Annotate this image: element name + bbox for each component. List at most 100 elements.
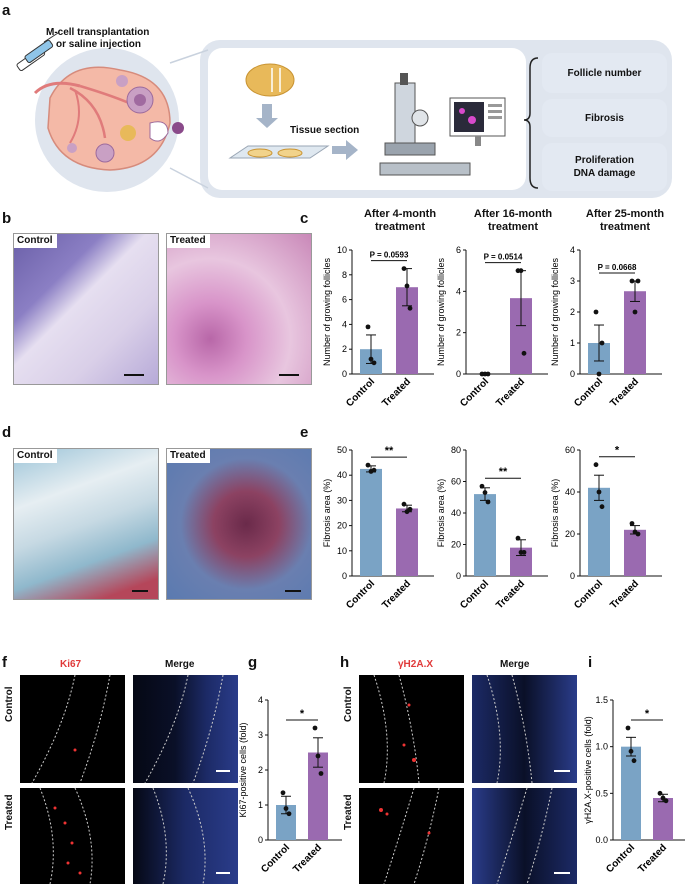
y-axis-label: Number of growing follicles bbox=[436, 257, 446, 366]
y-tick-label: 2 bbox=[258, 765, 263, 775]
syringe-icon bbox=[16, 32, 59, 72]
y-tick-label: 0 bbox=[342, 369, 347, 379]
outcome-label: Follicle number bbox=[567, 67, 642, 79]
data-point bbox=[485, 371, 491, 377]
he-treated-label: Treated bbox=[167, 234, 210, 248]
bar bbox=[396, 287, 418, 374]
merge-header: Merge bbox=[165, 659, 195, 670]
merge-header-h: Merge bbox=[500, 659, 530, 670]
outcome-label: Proliferation bbox=[575, 155, 634, 166]
chart-fibrosis-3: 0 20 40 60 Fibrosis area (%) Control Treated * bbox=[550, 445, 662, 611]
outcome-follicle-number: Follicle number bbox=[542, 53, 667, 93]
bar bbox=[510, 298, 532, 374]
x-tick-label: Control bbox=[572, 376, 605, 409]
chart-follicles-16m: 0 2 4 6 Number of growing follicles Control Tr… bbox=[436, 245, 548, 409]
chart-fibrosis-1: 0 10 20 30 40 50 Fibrosis area (%) Control Treat… bbox=[322, 445, 434, 611]
data-point bbox=[286, 811, 292, 817]
data-point bbox=[479, 483, 485, 489]
chart-ki67: 0 1 2 3 4 Ki67-positive cells (fold) Control Tr… bbox=[238, 695, 342, 875]
outcome-proliferation-dna: Proliferation DNA damage bbox=[542, 143, 667, 191]
x-tick-label: Treated bbox=[494, 578, 527, 611]
data-point bbox=[628, 748, 634, 754]
arrow-down-icon bbox=[256, 104, 278, 128]
injection-text-2: or saline injection bbox=[56, 39, 142, 50]
y-tick-label: 40 bbox=[337, 470, 347, 480]
x-tick-label: Control bbox=[344, 578, 377, 611]
data-point bbox=[407, 305, 413, 311]
scale-bar bbox=[132, 590, 148, 592]
data-point bbox=[657, 790, 663, 796]
arrow-right-icon bbox=[332, 140, 358, 160]
ki67-control-image bbox=[20, 675, 125, 783]
data-point bbox=[283, 806, 289, 811]
y-axis-label: γH2A.X-positive cells (fold) bbox=[583, 716, 593, 824]
y-tick-label: 4 bbox=[456, 286, 461, 296]
y-tick-label: 0 bbox=[456, 369, 461, 379]
y-tick-label: 0 bbox=[342, 571, 347, 581]
outcome-fibrosis: Fibrosis bbox=[542, 99, 667, 137]
data-point bbox=[371, 467, 377, 473]
chart-title-4m: After 4-month treatment bbox=[363, 208, 437, 233]
he-treated-image: Treated bbox=[166, 233, 312, 385]
y-tick-label: 60 bbox=[451, 477, 461, 487]
data-point bbox=[521, 350, 527, 356]
bar bbox=[474, 494, 496, 576]
y-axis-label: Number of growing follicles bbox=[322, 257, 332, 366]
tissue-icon bbox=[245, 63, 295, 97]
scale-bar bbox=[285, 590, 301, 592]
data-point bbox=[599, 504, 605, 510]
bar bbox=[621, 746, 641, 840]
y-axis-label: Ki67-positive cells (fold) bbox=[238, 722, 248, 817]
data-point bbox=[280, 790, 286, 796]
data-point bbox=[596, 489, 602, 495]
x-tick-label: Control bbox=[458, 578, 491, 611]
y-tick-label: 10 bbox=[337, 546, 347, 556]
merge-treated-image bbox=[133, 788, 238, 884]
data-point bbox=[593, 309, 599, 315]
data-point bbox=[485, 499, 491, 505]
data-point bbox=[635, 531, 641, 537]
ki67-header: Ki67 bbox=[60, 659, 82, 670]
data-point bbox=[663, 798, 669, 804]
chart-title-16m: After 16-month treatment bbox=[473, 208, 553, 233]
x-tick-label: Treated bbox=[380, 578, 413, 611]
data-point bbox=[635, 278, 641, 284]
chart-title-25m: After 25-month treatment bbox=[585, 208, 665, 233]
significance-label: P = 0.0514 bbox=[484, 253, 523, 262]
y-tick-label: 3 bbox=[258, 730, 263, 740]
y-tick-label: 0 bbox=[456, 571, 461, 581]
panel-label-e: e bbox=[300, 424, 309, 441]
y-tick-label: 2 bbox=[570, 307, 575, 317]
y-tick-label: 20 bbox=[451, 540, 461, 550]
data-point bbox=[599, 340, 605, 346]
scale-bar bbox=[279, 374, 299, 376]
data-point bbox=[515, 535, 521, 541]
tissue-section-label: Tissue section bbox=[290, 125, 360, 136]
y-tick-label: 0.0 bbox=[595, 835, 608, 845]
bar bbox=[510, 547, 532, 576]
y-tick-label: 40 bbox=[565, 487, 575, 497]
data-point bbox=[401, 266, 407, 271]
panel-label-d: d bbox=[2, 424, 12, 441]
y-tick-label: 0 bbox=[570, 369, 575, 379]
data-point bbox=[315, 753, 321, 759]
panel-label-i: i bbox=[588, 654, 593, 671]
data-point bbox=[631, 758, 637, 764]
significance-label: * bbox=[645, 708, 650, 720]
y-tick-label: 2 bbox=[342, 344, 347, 354]
panel-label-g: g bbox=[248, 654, 258, 671]
he-control-label: Control bbox=[14, 234, 57, 248]
panel-label-b: b bbox=[2, 210, 12, 227]
injection-text-1: M-cell transplantation bbox=[46, 27, 150, 38]
bar bbox=[588, 487, 610, 576]
significance-label: * bbox=[615, 445, 620, 457]
bar bbox=[624, 529, 646, 576]
bar bbox=[653, 798, 673, 840]
y-tick-label: 0 bbox=[258, 835, 263, 845]
y-tick-label: 1 bbox=[258, 800, 263, 810]
masson-treated-label: Treated bbox=[167, 449, 210, 463]
significance-label: P = 0.0668 bbox=[598, 263, 637, 272]
row-label-treated-h: Treated bbox=[343, 794, 354, 830]
h2ax-treated-image bbox=[359, 788, 464, 884]
data-point bbox=[407, 506, 413, 512]
